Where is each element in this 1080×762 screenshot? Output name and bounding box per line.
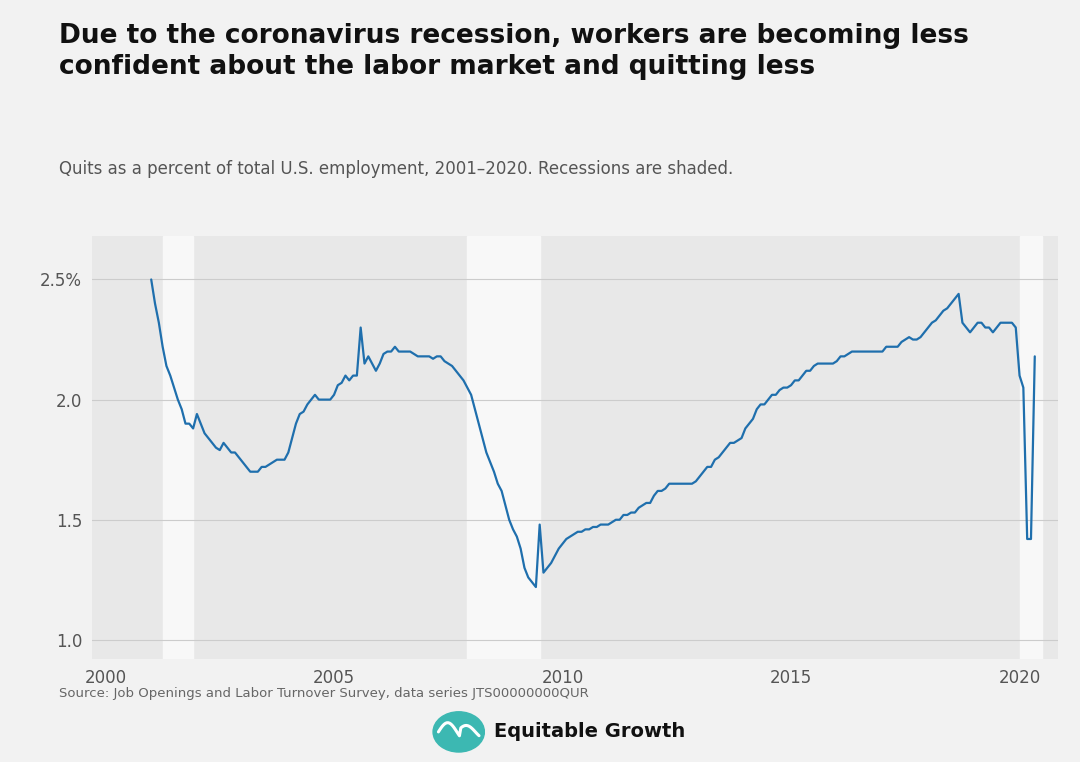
- Text: Due to the coronavirus recession, workers are becoming less
confident about the : Due to the coronavirus recession, worker…: [59, 23, 969, 80]
- Bar: [468, 236, 540, 659]
- Circle shape: [433, 712, 485, 752]
- Text: Quits as a percent of total U.S. employment, 2001–2020. Recessions are shaded.: Quits as a percent of total U.S. employm…: [59, 160, 733, 178]
- Text: Equitable Growth: Equitable Growth: [495, 722, 686, 741]
- Text: Source: Job Openings and Labor Turnover Survey, data series JTS00000000QUR: Source: Job Openings and Labor Turnover …: [59, 687, 590, 700]
- Bar: [1020, 236, 1042, 659]
- Bar: [163, 236, 193, 659]
